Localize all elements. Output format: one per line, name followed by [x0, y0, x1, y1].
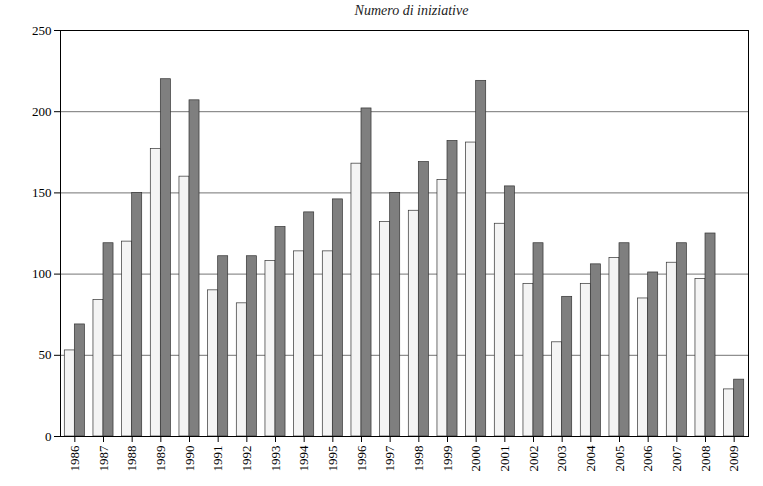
svg-text:150: 150	[32, 185, 52, 200]
svg-text:1998: 1998	[411, 446, 426, 472]
svg-text:100: 100	[32, 266, 52, 281]
svg-text:1996: 1996	[354, 445, 369, 472]
svg-text:50: 50	[39, 347, 52, 362]
svg-text:0: 0	[45, 429, 52, 444]
html-text:Numero di iniziative: Numero di iniziative	[354, 3, 469, 18]
svg-text:2006: 2006	[640, 445, 655, 472]
svg-text:1989: 1989	[153, 446, 168, 472]
svg-text:1997: 1997	[382, 445, 397, 472]
svg-text:1999: 1999	[440, 446, 455, 472]
svg-text:250: 250	[32, 23, 52, 38]
svg-text:2003: 2003	[554, 446, 569, 472]
svg-text:2004: 2004	[583, 445, 598, 472]
svg-text:1988: 1988	[124, 446, 139, 472]
svg-text:1987: 1987	[96, 445, 111, 472]
svg-text:1986: 1986	[67, 445, 82, 472]
svg-text:2000: 2000	[468, 446, 483, 472]
svg-text:200: 200	[32, 104, 52, 119]
svg-text:2002: 2002	[526, 446, 541, 472]
svg-text:1992: 1992	[239, 446, 254, 472]
svg-text:1990: 1990	[182, 446, 197, 472]
svg-text:1995: 1995	[325, 446, 340, 472]
svg-text:1991: 1991	[210, 446, 225, 472]
svg-text:2008: 2008	[698, 446, 713, 472]
svg-text:1994: 1994	[296, 445, 311, 472]
svg-text:2007: 2007	[669, 445, 684, 472]
svg-text:2005: 2005	[612, 446, 627, 472]
svg-text:2001: 2001	[497, 446, 512, 472]
svg-text:1993: 1993	[268, 446, 283, 472]
svg-text:2009: 2009	[726, 446, 741, 472]
